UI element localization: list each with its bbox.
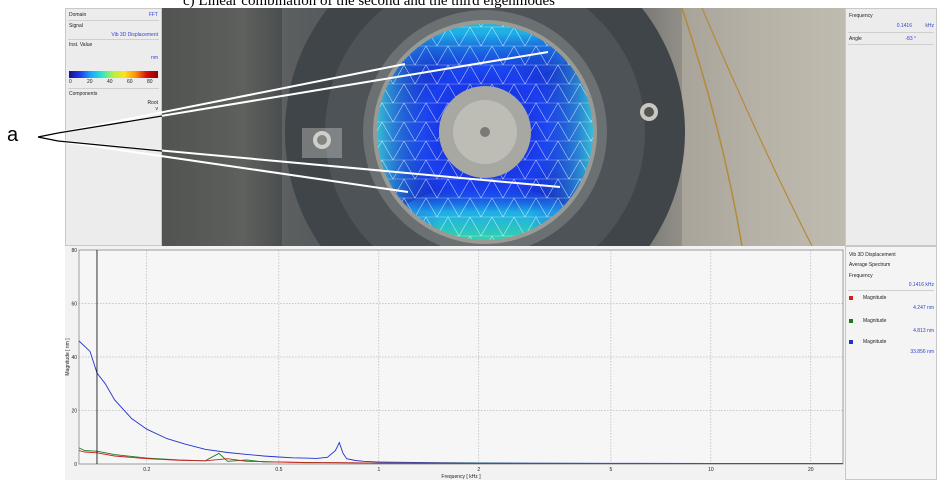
y-axis-label: Magnitude [ nm ]: [65, 338, 71, 376]
angle-label: Angle: [849, 36, 862, 42]
left-info-panel: Domain FFT Signal Vib 3D Displacement In…: [65, 8, 162, 246]
frequency-value[interactable]: 0.1416: [896, 23, 912, 29]
divider: [68, 39, 159, 40]
divider: [848, 32, 934, 33]
divider: [68, 88, 159, 89]
x-tick-label: 20: [808, 467, 814, 473]
x-tick-label: 0.2: [143, 467, 150, 473]
signal-label: Signal: [69, 23, 83, 29]
colorbar-tick: 0: [69, 79, 72, 85]
spectrum-type: Average Spectrum: [849, 262, 891, 268]
colorbar-tick: 40: [107, 79, 113, 85]
series-line-2: [78, 450, 843, 464]
legend-swatch-blue: [849, 340, 853, 344]
y-tick-label: 40: [71, 355, 77, 361]
components-label: Components: [69, 91, 98, 97]
colorbar-tick: 60: [127, 79, 133, 85]
mode-shape-overlay: [162, 8, 845, 246]
measurement-view[interactable]: [162, 8, 845, 246]
legend-label: Magnitude: [863, 339, 887, 345]
colorbar-ticks: 0 20 40 60 80: [69, 79, 158, 85]
y-tick-label: 80: [71, 248, 77, 254]
legend-value: 33.856 nm: [910, 349, 934, 355]
divider: [68, 20, 159, 21]
annotation-label: a: [7, 124, 19, 146]
legend-label: Magnitude: [863, 295, 887, 301]
components-sub: v: [155, 106, 159, 112]
x-tick-label: 10: [708, 467, 714, 473]
colorbar-tick: 20: [87, 79, 93, 85]
frequency-unit: kHz: [925, 23, 934, 29]
frequency-value[interactable]: 0.1416 kHz: [908, 282, 934, 288]
y-tick-label: 20: [71, 409, 77, 415]
frequency-label: Frequency: [849, 273, 873, 279]
spectrum-plot[interactable]: 0.2 0.5 1 2 5 10 20 0 20 40 60 80 Frequency [ kHz ]…: [65, 246, 845, 480]
x-tick-label: 0.5: [275, 467, 282, 473]
spectrum-legend-panel: Vib 3D Displacement Average Spectrum Fre…: [845, 246, 937, 480]
legend-swatch-red: [849, 296, 853, 300]
y-tick-label: 0: [74, 462, 77, 468]
right-info-panel: Frequency 0.1416 kHz Angle -83 °: [845, 8, 937, 246]
frequency-label: Frequency: [849, 13, 873, 19]
legend-swatch-green: [849, 319, 853, 323]
divider: [848, 290, 934, 291]
signal-name: Vib 3D Displacement: [849, 252, 896, 258]
figure-title: c) Linear combination of the second and …: [183, 0, 555, 9]
spectrum-chart[interactable]: 0.2 0.5 1 2 5 10 20 0 20 40 60 80 Frequency [ kHz ]…: [65, 246, 845, 480]
x-tick-label: 1: [377, 467, 380, 473]
legend-value: 4.813 nm: [913, 328, 934, 334]
signal-value[interactable]: Vib 3D Displacement: [111, 32, 158, 38]
x-tick-label: 5: [610, 467, 613, 473]
divider: [848, 44, 934, 45]
domain-label: Domain: [69, 12, 87, 18]
unit-value: nm: [151, 55, 158, 61]
domain-value[interactable]: FFT: [148, 12, 158, 18]
colorbar-tick: 80: [147, 79, 153, 85]
legend-value: 4.247 nm: [913, 305, 934, 311]
legend-label: Magnitude: [863, 318, 887, 324]
inst-value-label: Inst. Value: [69, 42, 93, 48]
x-axis-label: Frequency [ kHz ]: [441, 474, 481, 480]
x-tick-label: 2: [477, 467, 480, 473]
angle-value[interactable]: -83 °: [905, 36, 916, 42]
y-tick-label: 60: [71, 302, 77, 308]
colorbar: [69, 71, 158, 78]
